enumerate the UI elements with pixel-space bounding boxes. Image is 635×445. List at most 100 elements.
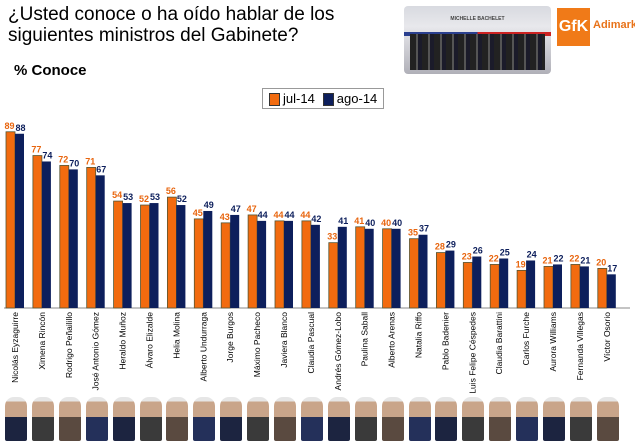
data-label: 40 — [392, 218, 402, 228]
data-label: 74 — [42, 150, 52, 160]
data-label: 41 — [354, 216, 364, 226]
photo-caption: MICHELLE BACHELET — [450, 16, 505, 22]
data-label: 21 — [542, 255, 552, 265]
data-label: 44 — [284, 210, 294, 220]
data-label: 22 — [489, 253, 499, 263]
cabinet-photo: MICHELLE BACHELET — [404, 6, 551, 74]
data-label: 35 — [408, 228, 418, 238]
bar-jul-14 — [166, 196, 177, 309]
minister-photo — [220, 397, 243, 441]
minister-photo — [543, 397, 565, 441]
data-label: 23 — [462, 251, 472, 261]
minister-photo — [435, 397, 458, 441]
category-label: Luis Felipe Céspedes — [467, 312, 477, 394]
minister-photo — [58, 397, 81, 441]
bar-ago-14 — [364, 228, 374, 308]
bar-jul-14 — [543, 266, 554, 309]
bar-jul-14 — [32, 155, 43, 309]
bar-ago-14 — [553, 264, 562, 308]
adimark-logo-text: Adimark — [593, 19, 635, 31]
data-label: 42 — [311, 214, 321, 224]
data-label: 70 — [69, 158, 79, 168]
data-label: 20 — [596, 257, 606, 267]
category-label: Andrés Gómez-Lobo — [333, 312, 343, 391]
bar-jul-14 — [113, 200, 123, 309]
data-label: 33 — [327, 232, 337, 242]
data-label: 26 — [473, 246, 483, 256]
category-label: Pablo Badenier — [440, 312, 450, 370]
bar-ago-14 — [418, 234, 428, 308]
data-label: 45 — [193, 208, 203, 218]
bar-jul-14 — [59, 165, 70, 309]
data-label: 24 — [527, 249, 537, 259]
minister-photo — [5, 397, 27, 441]
category-label: Helia Molina — [171, 312, 181, 359]
bar-jul-14 — [86, 167, 97, 309]
data-label: 56 — [166, 186, 176, 196]
data-label: 67 — [96, 164, 106, 174]
data-label: 47 — [247, 204, 257, 214]
minister-photo — [31, 397, 54, 441]
data-label: 53 — [150, 192, 160, 202]
minister-photo — [516, 397, 539, 441]
data-label: 22 — [569, 253, 579, 263]
bar-jul-14 — [301, 220, 312, 309]
chart-subtitle: % Conoce — [14, 62, 87, 79]
data-label: 52 — [139, 194, 149, 204]
bar-jul-14 — [462, 262, 473, 309]
minister-photo — [274, 397, 296, 441]
bar-ago-14 — [203, 210, 213, 308]
minister-photo — [139, 397, 162, 441]
minister-photo — [489, 397, 512, 441]
minister-photo — [300, 397, 323, 441]
bar-jul-14 — [5, 131, 16, 309]
minister-photo — [408, 397, 431, 441]
data-label: 44 — [300, 210, 310, 220]
bar-jul-14 — [220, 222, 231, 309]
category-label: Rodrigo Peñailillo — [64, 312, 74, 378]
category-label: Fernanda Villegas — [575, 312, 585, 380]
legend-item-jul: jul-14 — [269, 91, 315, 107]
data-label: 29 — [446, 240, 456, 250]
data-label: 72 — [58, 154, 68, 164]
minister-photo — [247, 397, 270, 441]
category-label: Nicolás Eyzaguirre — [10, 312, 20, 383]
category-label: Alberto Undurraga — [198, 312, 208, 382]
minister-photo — [596, 397, 619, 441]
bar-ago-14 — [391, 228, 401, 308]
minister-photo — [327, 397, 350, 441]
data-label: 54 — [112, 190, 122, 200]
bar-ago-14 — [15, 133, 24, 308]
category-label: Jorge Burgos — [225, 312, 235, 363]
category-label: Paulina Saball — [360, 312, 370, 366]
data-label: 53 — [123, 192, 133, 202]
gfk-logo: GfK — [557, 8, 590, 46]
bar-ago-14 — [499, 258, 509, 308]
data-label: 49 — [204, 200, 214, 210]
bar-ago-14 — [445, 250, 455, 308]
data-label: 37 — [419, 224, 429, 234]
minister-photo — [462, 397, 485, 441]
bar-jul-14 — [597, 267, 608, 309]
data-label: 17 — [607, 263, 617, 273]
bar-ago-14 — [95, 175, 105, 308]
bar-jul-14 — [247, 214, 258, 309]
bar-jul-14 — [516, 269, 527, 309]
data-label: 77 — [31, 145, 41, 155]
data-label: 88 — [15, 123, 25, 133]
minister-photo — [569, 397, 592, 441]
data-label: 41 — [338, 216, 348, 226]
bar-jul-14 — [140, 204, 150, 309]
bar-jul-14 — [409, 238, 419, 309]
bar-jul-14 — [382, 228, 393, 309]
data-label: 44 — [258, 210, 268, 220]
bar-jul-14 — [328, 242, 339, 309]
bar-ago-14 — [579, 266, 589, 308]
data-label: 43 — [220, 212, 230, 222]
bar-ago-14 — [284, 220, 293, 308]
bar-jul-14 — [570, 264, 581, 309]
minister-photo — [112, 397, 135, 441]
data-label: 71 — [85, 156, 95, 166]
